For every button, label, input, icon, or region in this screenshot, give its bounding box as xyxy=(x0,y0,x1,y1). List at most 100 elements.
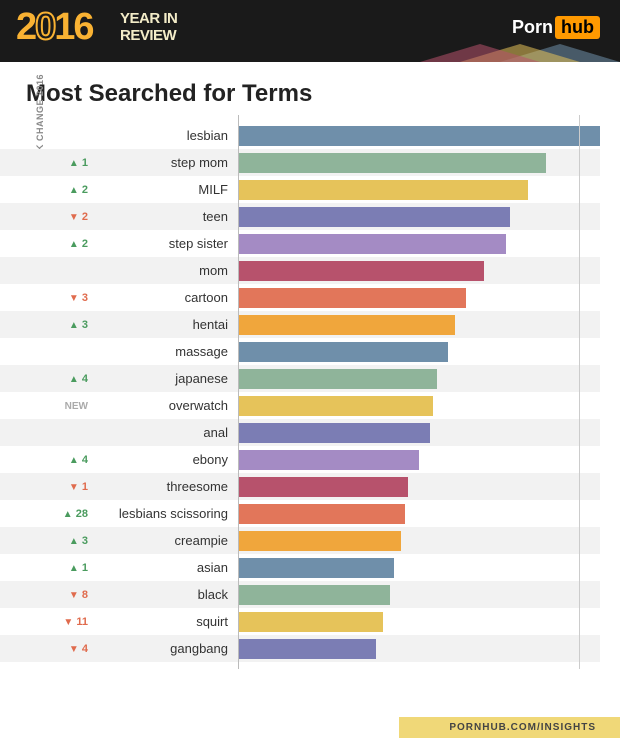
bar xyxy=(238,315,455,335)
term-label: anal xyxy=(98,425,238,440)
bar-cell xyxy=(238,581,600,608)
bar xyxy=(238,180,528,200)
term-label: black xyxy=(98,587,238,602)
rank-change: ▲ 1 xyxy=(0,562,98,574)
term-label: gangbang xyxy=(98,641,238,656)
table-row: ▼ 4gangbang xyxy=(0,635,600,662)
rank-change: ▲ 1 xyxy=(0,157,98,169)
page-title: Most Searched for Terms xyxy=(0,62,620,122)
term-label: japanese xyxy=(98,371,238,386)
footer-link-strip: PORNHUB.COM/INSIGHTS xyxy=(399,717,620,738)
bar-cell xyxy=(238,500,600,527)
bar xyxy=(238,288,466,308)
table-row: ▼ 3cartoon xyxy=(0,284,600,311)
bar-cell xyxy=(238,149,600,176)
table-row: lesbian xyxy=(0,122,600,149)
term-label: step sister xyxy=(98,236,238,251)
term-label: asian xyxy=(98,560,238,575)
bar-cell xyxy=(238,311,600,338)
table-row: ▲ 4ebony xyxy=(0,446,600,473)
footer: PORNHUB.COM/INSIGHTS xyxy=(0,708,620,738)
bar-cell xyxy=(238,527,600,554)
tagline: YEAR IN REVIEW xyxy=(120,10,177,45)
rows-wrap: lesbian▲ 1step mom▲ 2MILF▼ 2teen▲ 2step … xyxy=(0,122,600,662)
logo-hub: hub xyxy=(555,16,600,39)
term-label: creampie xyxy=(98,533,238,548)
table-row: NEWoverwatch xyxy=(0,392,600,419)
rank-change: ▲ 4 xyxy=(0,373,98,385)
bar-cell xyxy=(238,473,600,500)
bar xyxy=(238,396,433,416)
bar-cell xyxy=(238,635,600,662)
bar xyxy=(238,612,383,632)
term-label: step mom xyxy=(98,155,238,170)
bar xyxy=(238,558,394,578)
table-row: ▲ 3creampie xyxy=(0,527,600,554)
term-label: hentai xyxy=(98,317,238,332)
bar xyxy=(238,504,405,524)
year-6: 6 xyxy=(73,6,92,48)
bar xyxy=(238,261,484,281)
bar xyxy=(238,423,430,443)
bar xyxy=(238,369,437,389)
bar-cell xyxy=(238,554,600,581)
grid-top xyxy=(238,115,580,122)
rank-change: ▼ 4 xyxy=(0,643,98,655)
header-bar: 2016 YEAR IN REVIEW Porn hub xyxy=(0,0,620,62)
year-1: 1 xyxy=(54,6,73,48)
table-row: ▲ 1asian xyxy=(0,554,600,581)
bar xyxy=(238,531,401,551)
rank-change: ▼ 11 xyxy=(0,616,98,628)
term-label: MILF xyxy=(98,182,238,197)
tagline-line1: YEAR IN xyxy=(120,10,177,27)
term-label: teen xyxy=(98,209,238,224)
bar-cell xyxy=(238,230,600,257)
bar-cell xyxy=(238,284,600,311)
term-label: threesome xyxy=(98,479,238,494)
bar-cell xyxy=(238,203,600,230)
bar xyxy=(238,450,419,470)
term-label: lesbians scissoring xyxy=(98,506,238,521)
bar xyxy=(238,153,546,173)
rank-change: NEW xyxy=(0,400,98,412)
axis-maxline xyxy=(579,122,580,662)
table-row: massage xyxy=(0,338,600,365)
table-row: ▲ 1step mom xyxy=(0,149,600,176)
table-row: ▲ 4japanese xyxy=(0,365,600,392)
rank-change: ▼ 8 xyxy=(0,589,98,601)
rank-change: ▲ 28 xyxy=(0,508,98,520)
year-0a: 0 xyxy=(35,6,54,48)
header-triangle xyxy=(420,44,540,62)
bar xyxy=(238,234,506,254)
term-label: lesbian xyxy=(98,128,238,143)
rank-change: ▼ 3 xyxy=(0,292,98,304)
bar-cell xyxy=(238,392,600,419)
bar-cell xyxy=(238,365,600,392)
rank-change: ▼ 1 xyxy=(0,481,98,493)
bar-cell xyxy=(238,257,600,284)
table-row: ▲ 28lesbians scissoring xyxy=(0,500,600,527)
term-label: ebony xyxy=(98,452,238,467)
table-row: ▼ 11squirt xyxy=(0,608,600,635)
bar-cell xyxy=(238,338,600,365)
rank-change: ▲ 3 xyxy=(0,319,98,331)
bar xyxy=(238,126,600,146)
bar-cell xyxy=(238,446,600,473)
rank-change: ▲ 3 xyxy=(0,535,98,547)
bar-cell xyxy=(238,122,600,149)
table-row: ▼ 2teen xyxy=(0,203,600,230)
table-row: anal xyxy=(0,419,600,446)
table-row: ▼ 1threesome xyxy=(0,473,600,500)
term-label: mom xyxy=(98,263,238,278)
table-row: ▲ 2MILF xyxy=(0,176,600,203)
table-row: ▲ 2step sister xyxy=(0,230,600,257)
bar xyxy=(238,342,448,362)
year-text: 2016 xyxy=(16,8,93,46)
bar xyxy=(238,477,408,497)
bar xyxy=(238,585,390,605)
table-row: ▼ 8black xyxy=(0,581,600,608)
bar-chart: RANK CHANGE 2016 lesbian▲ 1step mom▲ 2MI… xyxy=(0,122,620,662)
bar xyxy=(238,639,376,659)
bar-cell xyxy=(238,419,600,446)
logo-porn: Porn xyxy=(512,17,553,38)
